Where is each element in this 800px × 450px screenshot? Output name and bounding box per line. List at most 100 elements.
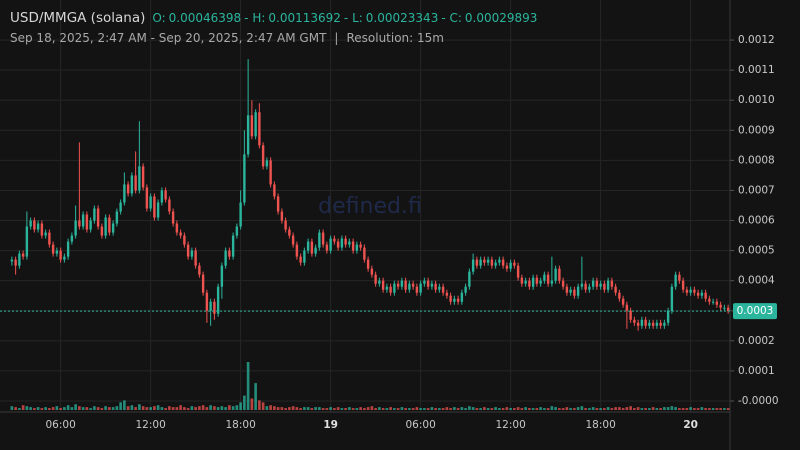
volume-bar bbox=[385, 408, 389, 410]
candle-body bbox=[265, 160, 269, 167]
candle-body bbox=[250, 115, 254, 137]
volume-bar bbox=[685, 408, 689, 410]
candle-body bbox=[63, 256, 66, 260]
candle-body bbox=[18, 253, 21, 266]
ohlc-value: 0.00023343 bbox=[365, 11, 439, 25]
volume-bar bbox=[160, 407, 164, 410]
volume-bar bbox=[614, 407, 617, 410]
volume-bar bbox=[265, 406, 269, 410]
candle-body bbox=[580, 283, 584, 287]
candle-body bbox=[520, 277, 524, 284]
volume-bar bbox=[329, 407, 332, 410]
volume-bar bbox=[644, 408, 647, 410]
volume-bar bbox=[198, 406, 201, 410]
candle-body bbox=[284, 220, 287, 230]
watermark: defined.fi bbox=[318, 194, 422, 219]
candle-body bbox=[625, 304, 629, 311]
volume-bar bbox=[70, 407, 74, 410]
candle-body bbox=[670, 286, 674, 311]
volume-bar bbox=[25, 406, 29, 410]
volume-bar bbox=[561, 408, 565, 410]
candle-body bbox=[475, 259, 479, 266]
candle-body bbox=[396, 283, 400, 287]
candle-body bbox=[288, 229, 291, 236]
candle-body bbox=[408, 283, 411, 290]
candle-body bbox=[336, 241, 340, 248]
candle-body bbox=[456, 298, 460, 302]
volume-bar bbox=[490, 408, 494, 410]
candle-body bbox=[543, 274, 546, 281]
candle-body bbox=[644, 319, 647, 326]
candle-body bbox=[468, 271, 471, 287]
volume-bar bbox=[355, 408, 359, 410]
ohlc-value: 0.00046398 bbox=[168, 11, 242, 25]
candle-body bbox=[40, 223, 44, 236]
candle-body bbox=[621, 298, 625, 305]
volume-bar bbox=[651, 407, 655, 410]
volume-bar bbox=[153, 406, 156, 410]
volume-bar bbox=[220, 406, 224, 410]
volume-bar bbox=[246, 362, 250, 410]
candle-body bbox=[366, 259, 370, 269]
volume-bar bbox=[704, 408, 707, 410]
volume-bar bbox=[336, 407, 340, 410]
candle-body bbox=[74, 220, 77, 236]
candle-body bbox=[651, 322, 655, 326]
volume-bar bbox=[81, 407, 85, 410]
volume-bar bbox=[633, 408, 636, 410]
volume-bar bbox=[85, 407, 89, 410]
volume-bar bbox=[209, 405, 212, 410]
candle-body bbox=[573, 289, 576, 296]
candle-body bbox=[509, 262, 512, 269]
candle-body bbox=[550, 280, 554, 284]
volume-bar bbox=[396, 408, 400, 410]
candle-body bbox=[145, 187, 149, 209]
volume-bar bbox=[663, 407, 666, 410]
volume-bar bbox=[14, 407, 17, 410]
candle-body bbox=[235, 226, 239, 236]
candle-body bbox=[228, 250, 231, 257]
candle-body bbox=[351, 241, 355, 251]
volume-bar bbox=[460, 407, 464, 410]
volume-bar bbox=[539, 407, 542, 410]
volume-bar bbox=[231, 406, 235, 410]
candle-body bbox=[558, 268, 561, 281]
candle-body bbox=[633, 319, 636, 323]
candle-body bbox=[273, 184, 276, 197]
candle-body bbox=[25, 226, 29, 257]
volume-bar bbox=[325, 408, 329, 410]
candle-body bbox=[700, 292, 704, 296]
candle-body bbox=[419, 283, 422, 293]
candle-body bbox=[704, 292, 707, 299]
candle-body bbox=[393, 283, 396, 293]
candle-body bbox=[359, 244, 362, 248]
volume-bar bbox=[393, 408, 396, 410]
volume-bar bbox=[194, 407, 197, 410]
volume-bar bbox=[543, 408, 546, 410]
candle-body bbox=[333, 238, 336, 242]
candle-body bbox=[494, 262, 497, 266]
volume-bar bbox=[216, 407, 220, 410]
ohlc-label: - L: bbox=[343, 11, 363, 25]
volume-bar bbox=[48, 408, 51, 410]
volume-bar bbox=[445, 407, 449, 410]
candle-body bbox=[554, 268, 557, 281]
volume-bar bbox=[318, 407, 321, 410]
volume-bar bbox=[18, 408, 21, 410]
volume-bar bbox=[438, 408, 441, 410]
candle-body bbox=[295, 244, 299, 257]
volume-bar bbox=[344, 408, 347, 410]
candle-body bbox=[546, 274, 550, 284]
volume-bar bbox=[618, 407, 621, 410]
candle-body bbox=[33, 220, 36, 230]
volume-bar bbox=[524, 407, 527, 410]
candle-body bbox=[246, 115, 250, 155]
volume-bar bbox=[558, 408, 561, 410]
volume-bar bbox=[483, 407, 486, 410]
volume-bar bbox=[501, 408, 505, 410]
date-range: Sep 18, 2025, 2:47 AM - Sep 20, 2025, 2:… bbox=[10, 31, 327, 45]
volume-bar bbox=[340, 408, 344, 410]
volume-bar bbox=[126, 406, 130, 410]
volume-bar bbox=[419, 408, 422, 410]
volume-bar bbox=[171, 407, 175, 410]
